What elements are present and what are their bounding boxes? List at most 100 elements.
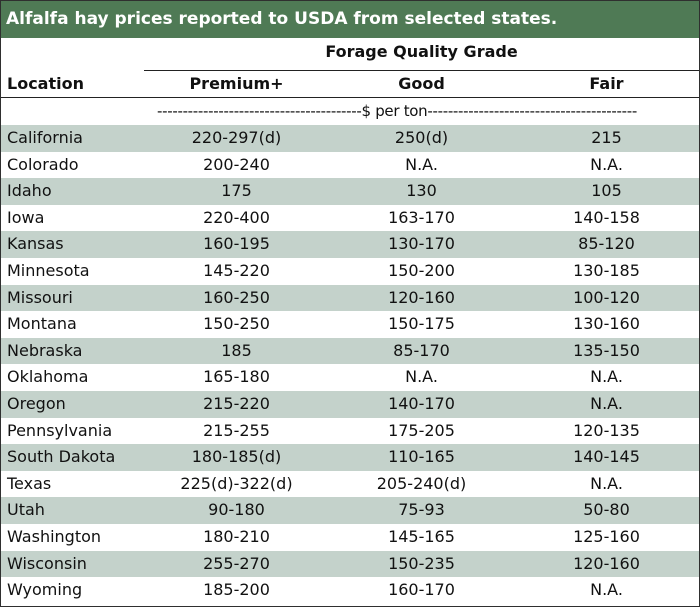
fair-cell: 50-80 <box>583 500 630 520</box>
fair-cell: N.A. <box>590 393 623 413</box>
good-cell: 160-170 <box>388 580 455 600</box>
table-row: Texas 225(d)-322(d) 205-240(d) N.A. <box>1 471 699 498</box>
location-cell: Iowa <box>7 207 45 227</box>
table-row: Oklahoma 165-180 N.A. N.A. <box>1 364 699 391</box>
fair-cell: N.A. <box>590 580 623 600</box>
table-row: Colorado 200-240 N.A. N.A. <box>1 152 699 179</box>
good-cell: 150-235 <box>388 553 455 573</box>
premium-cell: 90-180 <box>208 500 265 520</box>
good-cell: 85-170 <box>393 340 450 360</box>
premium-cell: 185-200 <box>203 580 270 600</box>
table-row: Oregon 215-220 140-170 N.A. <box>1 390 699 418</box>
premium-cell: 215-220 <box>203 393 270 413</box>
group-header: Forage Quality Grade <box>325 42 518 61</box>
good-cell: 163-170 <box>388 207 455 227</box>
premium-cell: 160-250 <box>203 287 270 307</box>
fair-cell: 135-150 <box>573 340 640 360</box>
location-cell: Idaho <box>7 181 52 201</box>
good-cell: 250(d) <box>394 128 449 147</box>
location-cell: South Dakota <box>7 447 116 467</box>
premium-cell: 160-195 <box>203 234 270 254</box>
good-cell: 75-93 <box>398 500 445 520</box>
table-row: Iowa 220-400 163-170 140-158 <box>1 205 699 232</box>
column-header-location: Location <box>7 74 84 93</box>
premium-cell: 180-210 <box>203 526 270 546</box>
location-cell: Utah <box>7 500 45 520</box>
table-row: California 220-297(d) 250(d) 215 <box>1 125 699 152</box>
table-row: Nebraska 185 85-170 135-150 <box>1 337 699 365</box>
table-row: Missouri 160-250 120-160 100-120 <box>1 284 699 312</box>
location-cell: Texas <box>7 473 52 493</box>
column-header-fair: Fair <box>589 74 624 93</box>
fair-cell: 140-145 <box>573 447 640 467</box>
location-cell: Oklahoma <box>7 367 89 387</box>
location-cell: California <box>7 128 83 147</box>
premium-cell: 215-255 <box>203 420 270 440</box>
good-cell: 145-165 <box>388 526 455 546</box>
table-row: Montana 150-250 150-175 130-160 <box>1 311 699 338</box>
header-rule <box>1 97 699 98</box>
table-row: Wyoming 185-200 160-170 N.A. <box>1 577 699 604</box>
fair-cell: 100-120 <box>573 287 640 307</box>
fair-cell: 105 <box>591 181 622 201</box>
fair-cell: N.A. <box>590 154 623 174</box>
premium-cell: 255-270 <box>203 553 270 573</box>
premium-cell: 175 <box>221 181 252 201</box>
good-cell: 175-205 <box>388 420 455 440</box>
location-cell: Nebraska <box>7 340 83 360</box>
fair-cell: 215 <box>591 128 622 147</box>
location-cell: Minnesota <box>7 260 90 280</box>
table-row: Washington 180-210 145-165 125-160 <box>1 524 699 551</box>
fair-cell: 140-158 <box>573 207 640 227</box>
location-cell: Pennsylvania <box>7 420 113 440</box>
table-row: Minnesota 145-220 150-200 130-185 <box>1 258 699 285</box>
premium-cell: 180-185(d) <box>191 447 282 467</box>
fair-cell: 125-160 <box>573 526 640 546</box>
table-row: Utah 90-180 75-93 50-80 <box>1 497 699 524</box>
premium-cell: 145-220 <box>203 260 270 280</box>
table-title: Alfalfa hay prices reported to USDA from… <box>1 1 699 38</box>
location-cell: Kansas <box>7 234 64 254</box>
premium-cell: 220-400 <box>203 207 270 227</box>
good-cell: 150-175 <box>388 314 455 334</box>
fair-cell: N.A. <box>590 473 623 493</box>
location-cell: Colorado <box>7 154 79 174</box>
location-cell: Wyoming <box>7 580 83 600</box>
table-row: Kansas 160-195 130-170 85-120 <box>1 231 699 258</box>
fair-cell: 120-160 <box>573 553 640 573</box>
group-header-rule <box>144 70 699 71</box>
good-cell: 140-170 <box>388 393 455 413</box>
table-header: Forage Quality Grade Location Premium+ G… <box>1 38 699 98</box>
fair-cell: 130-185 <box>573 260 640 280</box>
fair-cell: N.A. <box>590 367 623 387</box>
premium-cell: 165-180 <box>203 367 270 387</box>
fair-cell: 120-135 <box>573 420 640 440</box>
good-cell: 150-200 <box>388 260 455 280</box>
good-cell: N.A. <box>405 154 438 174</box>
premium-cell: 225(d)-322(d) <box>180 473 293 493</box>
premium-cell: 185 <box>221 340 252 360</box>
column-header-good: Good <box>398 74 445 93</box>
good-cell: 110-165 <box>388 447 455 467</box>
table-row: South Dakota 180-185(d) 110-165 140-145 <box>1 444 699 471</box>
location-cell: Montana <box>7 314 77 334</box>
location-cell: Missouri <box>7 287 73 307</box>
good-cell: 120-160 <box>388 287 455 307</box>
premium-cell: 150-250 <box>203 314 270 334</box>
premium-cell: 200-240 <box>203 154 270 174</box>
fair-cell: 130-160 <box>573 314 640 334</box>
table-body: California 220-297(d) 250(d) 215 Colorado 200… <box>1 125 699 604</box>
good-cell: N.A. <box>405 367 438 387</box>
good-cell: 130 <box>406 181 437 201</box>
good-cell: 205-240(d) <box>376 473 467 493</box>
table-row: Pennsylvania 215-255 175-205 120-135 <box>1 418 699 445</box>
location-cell: Washington <box>7 526 102 546</box>
location-cell: Oregon <box>7 393 66 413</box>
good-cell: 130-170 <box>388 234 455 254</box>
column-header-premium: Premium+ <box>189 74 284 93</box>
location-cell: Wisconsin <box>7 553 87 573</box>
premium-cell: 220-297(d) <box>191 128 282 147</box>
table-row: Idaho 175 130 105 <box>1 178 699 205</box>
units-row: ----------------------------------------… <box>157 102 637 120</box>
